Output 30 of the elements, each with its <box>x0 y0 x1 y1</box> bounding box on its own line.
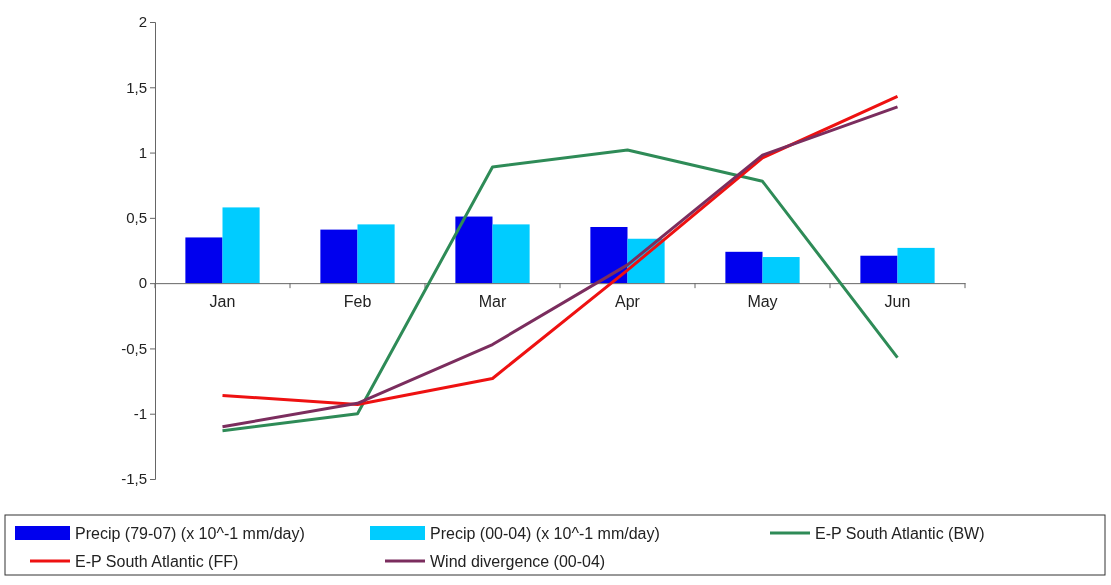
x-tick-label: Jan <box>209 292 236 310</box>
bar <box>185 237 223 284</box>
bar <box>590 227 628 284</box>
bar <box>222 207 260 284</box>
bar <box>762 257 800 284</box>
legend-label: Wind divergence (00-04) <box>430 553 606 570</box>
x-tick-label: May <box>747 292 778 310</box>
bar <box>725 251 763 284</box>
y-tick-label: 0 <box>138 274 147 292</box>
y-tick-label: 1,5 <box>126 78 147 96</box>
x-tick-label: Mar <box>478 292 507 310</box>
x-tick-label: Apr <box>615 292 641 310</box>
y-tick-label: -0,5 <box>121 339 147 357</box>
legend-label: Precip (00-04) (x 10^-1 mm/day) <box>430 525 660 542</box>
legend-label: Precip (79-07) (x 10^-1 mm/day) <box>75 525 305 542</box>
legend-label: E-P South Atlantic (FF) <box>75 553 239 570</box>
y-tick-label: 1 <box>138 143 147 161</box>
bar <box>492 224 530 284</box>
bar <box>455 216 493 284</box>
y-tick-label: -1 <box>133 405 147 423</box>
bar <box>357 224 395 284</box>
y-tick-label: 0,5 <box>126 209 147 227</box>
bar <box>897 247 935 284</box>
bar <box>320 229 358 284</box>
x-tick-label: Jun <box>884 292 911 310</box>
y-tick-label: -1,5 <box>121 470 147 488</box>
bar <box>860 255 898 284</box>
y-tick-label: 2 <box>138 13 147 31</box>
legend-label: E-P South Atlantic (BW) <box>815 525 985 542</box>
x-tick-label: Feb <box>343 292 372 310</box>
